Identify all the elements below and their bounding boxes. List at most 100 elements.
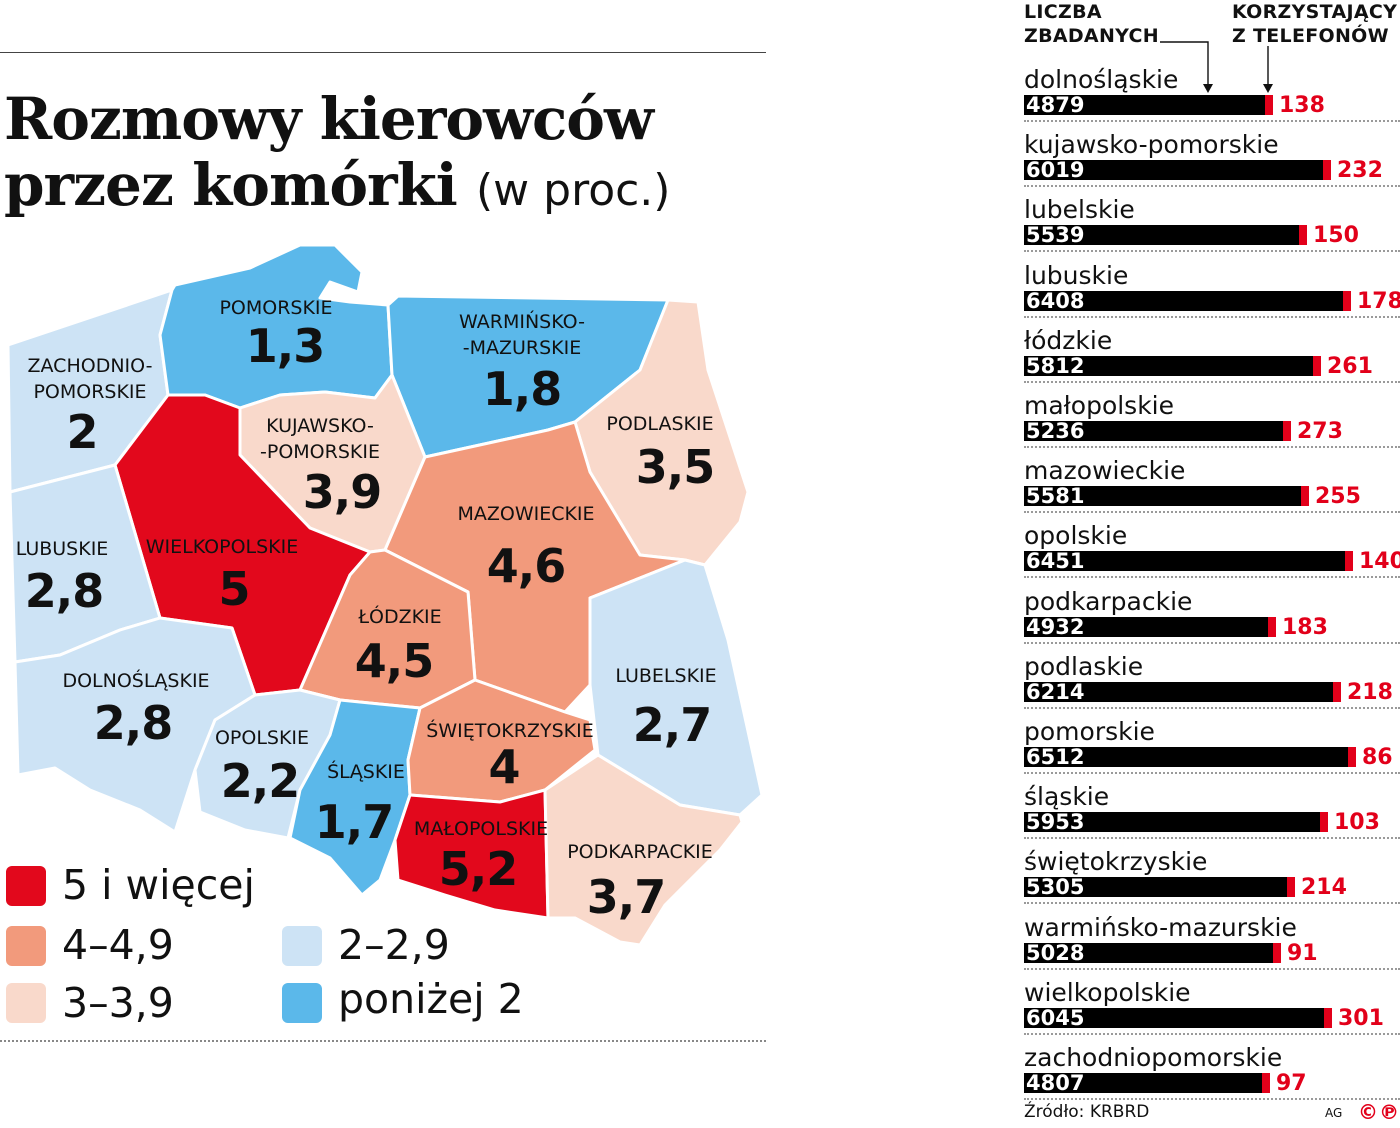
bar-phone-label: 86 [1362, 745, 1393, 770]
bar-phone-label: 138 [1279, 93, 1325, 118]
bar-row: zachodniopomorskie 4807 97 [1024, 1042, 1400, 1107]
bar-total-label: 5028 [1026, 940, 1085, 965]
bar-total-label: 5305 [1026, 875, 1085, 900]
publisher-logo: ©℗ [1358, 1100, 1400, 1124]
bar-chart: LICZBA ZBADANYCH KORZYSTAJĄCY Z TELEFONÓ… [1010, 0, 1400, 1128]
title-line-2: przez komórki [4, 151, 458, 219]
legend-swatch-3 [6, 983, 46, 1023]
bar-phone [1262, 1073, 1270, 1093]
region-lubelskie[interactable] [588, 558, 764, 817]
bar-phone-label: 183 [1282, 614, 1328, 640]
legend-swatch-2 [282, 926, 322, 966]
bar-total [1024, 1007, 1330, 1028]
bar-category-label: kujawsko-pomorskie [1024, 130, 1279, 160]
bar-row: małopolskie 5236 273 [1024, 390, 1400, 455]
bar-total [1024, 421, 1289, 441]
region-podkarpackie[interactable] [543, 753, 744, 947]
row-divider [1024, 120, 1400, 122]
bar-category-label: wielkopolskie [1024, 977, 1191, 1007]
region-value-podkarpackie: 3,7 [587, 870, 666, 924]
bar-total [1024, 942, 1279, 963]
legend-swatch-4 [6, 926, 46, 966]
region-name-zachodniopomorskie: ZACHODNIO- [28, 355, 153, 377]
row-divider [1024, 1098, 1400, 1100]
bar-total [1024, 1073, 1268, 1093]
bar-total [1024, 486, 1307, 507]
region-name-opolskie: OPOLSKIE [215, 727, 309, 749]
bar-phone-label: 178 [1357, 288, 1400, 314]
bar-row: lubuskie 6408 178 [1024, 260, 1400, 325]
bar-phone [1283, 421, 1291, 441]
region-value-opolskie: 2,2 [221, 754, 300, 808]
region-opolskie[interactable] [193, 688, 342, 840]
bar-category-label: zachodniopomorskie [1024, 1043, 1283, 1072]
legend-label-3: 3–3,9 [62, 979, 174, 1027]
bar-row: warmińsko-mazurskie 5028 91 [1024, 912, 1400, 977]
region-value-podlaskie: 3,5 [636, 440, 715, 494]
bar-row: świętokrzyskie 5305 214 [1024, 846, 1400, 911]
region-name-slaskie: ŚLĄSKIE [327, 759, 405, 783]
row-divider [1024, 576, 1400, 579]
bar-phone [1333, 681, 1341, 702]
bar-row: podkarpackie 4932 183 [1024, 586, 1400, 651]
bar-row: lubelskie 5539 150 [1024, 194, 1400, 259]
region-swietokrzyskie[interactable] [406, 678, 597, 804]
bar-total [1024, 95, 1271, 115]
bar-total-label: 6512 [1026, 745, 1085, 769]
region-name-dolnoslaskie: DOLNOŚLĄSKIE [62, 668, 209, 692]
bar-row: śląskie 5953 103 [1024, 781, 1400, 846]
bar-category-label: dolnośląskie [1024, 65, 1179, 94]
bar-row: wielkopolskie 6045 301 [1024, 977, 1400, 1042]
bar-row: mazowieckie 5581 255 [1024, 455, 1400, 520]
region-name-lubelskie: LUBELSKIE [615, 665, 716, 687]
region-malopolskie[interactable] [393, 788, 550, 920]
bar-category-label: opolskie [1024, 521, 1128, 551]
title-line-1: Rozmowy kierowców [4, 85, 654, 153]
row-divider [1024, 772, 1400, 774]
bar-phone [1273, 942, 1281, 963]
bar-phone-label: 91 [1287, 940, 1318, 966]
bar-category-label: warmińsko-mazurskie [1024, 912, 1297, 942]
row-divider [1024, 380, 1400, 383]
bar-category-label: pomorskie [1024, 717, 1155, 746]
map-regions [6, 243, 764, 947]
bar-phone [1287, 877, 1295, 898]
bar-phone [1265, 95, 1273, 115]
region-name-zachodniopomorskie: POMORSKIE [33, 381, 146, 403]
region-name-malopolskie: MAŁOPOLSKIE [414, 818, 548, 840]
top-rule [0, 52, 766, 53]
row-divider [1024, 1032, 1400, 1035]
bar-phone-label: 97 [1276, 1071, 1307, 1096]
legend-swatch-below-2 [282, 983, 322, 1023]
bar-total [1024, 355, 1319, 376]
bar-total-label: 5812 [1026, 353, 1085, 378]
bar-total-label: 6019 [1026, 158, 1085, 183]
region-value-zachodniopomorskie: 2 [66, 405, 97, 459]
bar-phone [1268, 616, 1276, 637]
bar-total-label: 5953 [1026, 810, 1085, 835]
header-total: LICZBA ZBADANYCH [1024, 1, 1159, 47]
bar-total [1024, 290, 1349, 311]
region-value-slaskie: 1,7 [315, 795, 394, 849]
bar-phone-label: 255 [1315, 484, 1361, 510]
region-name-wielkopolskie: WIELKOPOLSKIE [146, 536, 298, 558]
bar-total-label: 6045 [1026, 1005, 1085, 1030]
region-name-lubuskie: LUBUSKIE [16, 538, 109, 560]
bar-category-label: lubelskie [1024, 195, 1135, 225]
bar-phone [1320, 812, 1328, 833]
bar-phone [1343, 290, 1351, 311]
region-name-podlaskie: PODLASKIE [606, 413, 713, 435]
bar-total-label: 5539 [1026, 223, 1085, 248]
source-note: Źródło: KRBRD [1024, 1102, 1150, 1122]
row-divider [1024, 511, 1400, 514]
region-value-mazowieckie: 4,6 [487, 539, 566, 593]
header-phone: KORZYSTAJĄCY Z TELEFONÓW [1232, 1, 1398, 47]
region-value-malopolskie: 5,2 [439, 842, 518, 896]
bar-phone [1299, 225, 1307, 246]
bar-phone-label: 218 [1347, 679, 1393, 705]
row-divider [1024, 446, 1400, 448]
title-unit: (w proc.) [476, 165, 671, 216]
header-arrows [1160, 41, 1273, 93]
